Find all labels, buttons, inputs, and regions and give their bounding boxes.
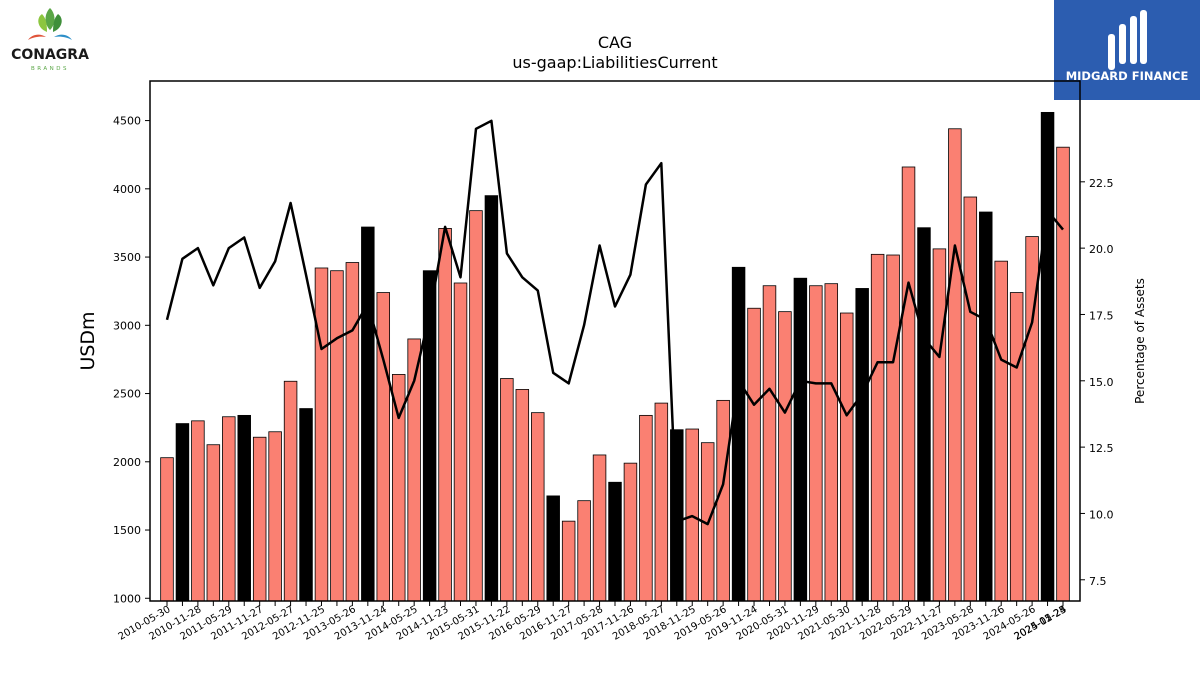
bar [1040,111,1055,602]
y-tick-label: 1000 [113,592,141,605]
bar [500,378,514,602]
y-tick-label: 4500 [113,115,141,128]
conagra-logo: CONAGRA BRANDS [11,8,89,72]
bar [299,408,313,602]
bar [870,253,885,602]
bar [515,389,530,602]
bar [778,311,792,602]
bar [268,431,282,602]
bar [731,266,746,602]
bar [191,420,205,602]
y-axis-right: 7.5 10.0 12.5 15.0 17.5 20.0 22.5 [1080,177,1114,588]
bar [561,520,576,602]
bar [222,416,236,602]
bar [855,288,869,602]
leaf-icon [28,8,72,40]
bar [932,248,947,602]
bar [469,210,483,602]
bar [948,128,962,602]
midgard-finance-logo: MIDGARD FINANCE [1054,0,1200,100]
logo-subtitle: BRANDS [31,66,69,72]
y2-tick-label: 17.5 [1089,309,1114,322]
logo-name: MIDGARD FINANCE [1066,69,1189,83]
bar [1009,292,1024,602]
y-tick-label: 2500 [113,388,141,401]
x-axis: 2010-05-302010-11-282011-05-292011-11-27… [117,601,1069,643]
y-tick-label: 3500 [113,251,141,264]
y2-tick-label: 7.5 [1089,575,1107,588]
bar [237,414,251,602]
bar [809,285,823,602]
bar [592,454,607,602]
y2-axis-label: Percentage of Assets [1133,278,1147,404]
bar [747,307,761,602]
y-tick-label: 3000 [113,319,141,332]
bar [979,211,993,602]
y-axis-left: 1000 1500 2000 2500 3000 3500 4000 4500 [113,115,150,605]
bar [422,270,437,602]
bar [376,292,391,602]
bar [314,267,329,602]
bar-series [160,111,1070,602]
bar [608,481,622,602]
y-tick-label: 2000 [113,456,141,469]
bar [283,380,298,602]
bar [762,285,777,602]
y-tick-label: 1500 [113,524,141,537]
midgard-mark-icon [1108,10,1147,70]
bar [839,312,854,602]
bar [639,414,653,602]
line-series [165,119,1064,526]
bar [160,457,174,602]
y-axis-label: USDm [77,311,99,370]
chart-title: CAG [598,33,632,52]
y2-tick-label: 12.5 [1089,442,1114,455]
bar [531,412,545,602]
bar [484,195,499,602]
bar [1056,146,1070,602]
y2-tick-label: 20.0 [1089,243,1114,256]
bar [546,495,560,602]
y2-tick-label: 10.0 [1089,508,1114,521]
bar [345,262,360,602]
bar [577,500,591,602]
bar [824,283,839,602]
chart-subtitle: us-gaap:LiabilitiesCurrent [512,53,717,72]
y-tick-label: 4000 [113,183,141,196]
bar [793,277,808,602]
bar [453,282,468,602]
bar [175,423,190,602]
bar [206,444,221,602]
bar [716,399,730,602]
bar [994,260,1008,602]
bar [917,227,931,602]
y2-tick-label: 22.5 [1089,177,1114,190]
logo-name: CONAGRA [11,47,89,63]
bar [623,462,638,602]
bar [361,226,375,602]
bar [886,254,900,602]
bar [654,402,669,602]
percentage-line [165,119,1064,526]
bar [330,270,344,602]
bar [963,196,978,602]
y2-tick-label: 15.0 [1089,376,1114,389]
bar [901,166,916,602]
bar [438,228,452,602]
bar [252,436,267,602]
